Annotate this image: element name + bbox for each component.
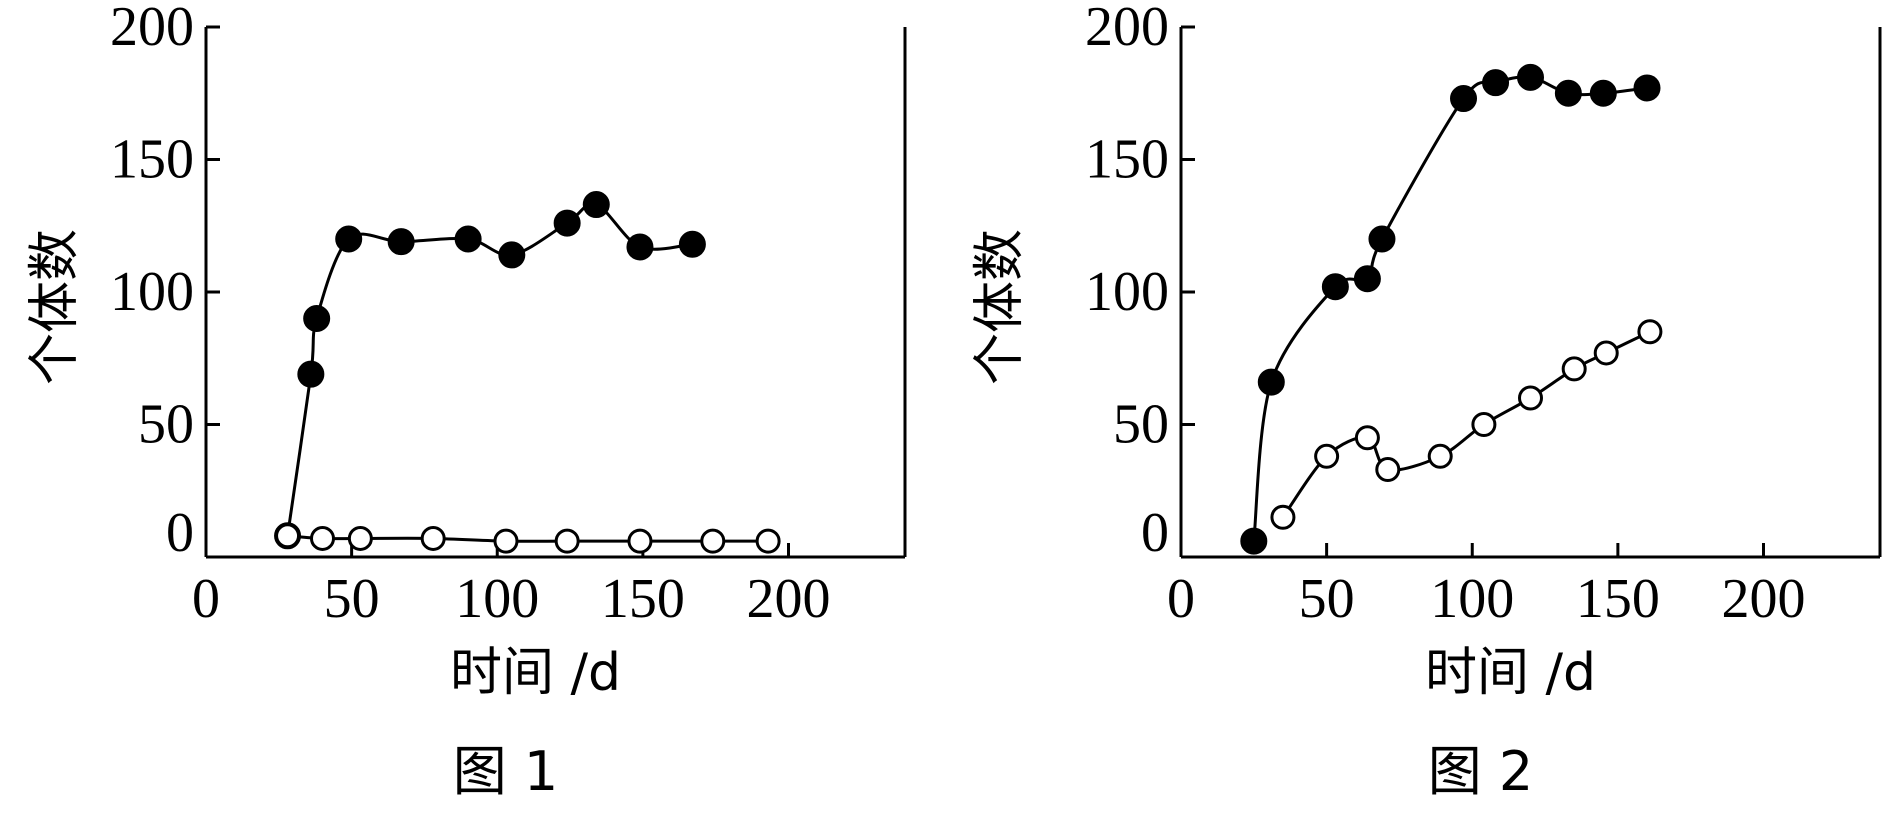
chart-1-series-1-point — [626, 233, 654, 261]
chart-1-series-2-point — [627, 528, 653, 554]
chart-1-x-axis-title: 时间 /d — [450, 643, 621, 703]
chart-1-x-tick-label: 200 — [747, 568, 831, 630]
chart-2-caption: 图 2 — [1428, 740, 1534, 803]
chart-1-series-1-point — [387, 228, 415, 256]
chart-2-series-1-point — [1450, 85, 1478, 113]
chart-2-x-tick-label: 100 — [1430, 568, 1514, 630]
chart-2-series-1-point — [1368, 225, 1396, 253]
chart-1-y-axis-title: 个体数 — [25, 229, 85, 385]
chart-1-series-1-point — [582, 191, 610, 219]
chart-1-series-1-point — [303, 305, 331, 332]
chart-2-y-tick-label: 100 — [1085, 261, 1169, 323]
chart-1-series-2-point — [420, 525, 446, 551]
chart-1-x-tick-label: 50 — [324, 568, 380, 630]
chart-1-y-tick-label: 50 — [138, 394, 194, 456]
chart-1-series-1-point — [335, 225, 363, 253]
chart-2-series-1-point — [1482, 69, 1510, 97]
chart-1-series-2-point — [554, 528, 580, 554]
chart-1-x-tick-label: 100 — [455, 568, 539, 630]
chart-2-series-2-point — [1561, 356, 1587, 382]
chart-2-series-2-point — [1314, 443, 1340, 469]
chart-1-series-2-point — [347, 525, 373, 551]
chart-2-series-2-point — [1637, 319, 1663, 345]
chart-2-x-tick-label: 0 — [1167, 568, 1195, 630]
chart-1-caption: 图 1 — [453, 740, 559, 803]
chart-1-series-1-point — [297, 360, 325, 388]
chart-2-y-tick-label: 50 — [1113, 394, 1169, 456]
chart-2-x-axis-title: 时间 /d — [1425, 643, 1596, 703]
chart-1-series-1-point — [553, 209, 581, 237]
chart-2-y-tick-label: 150 — [1085, 129, 1169, 191]
chart-2-y-tick-label: 0 — [1141, 502, 1169, 564]
chart-2-series-1-point — [1353, 265, 1381, 293]
chart-2-series-2-point — [1354, 425, 1380, 451]
chart-1-x-tick-label: 150 — [601, 568, 685, 630]
chart-2-series-2-point — [1270, 504, 1296, 530]
chart-1-series-2-point — [275, 523, 301, 549]
chart-1-y-tick-label: 0 — [166, 502, 194, 564]
chart-2-series-2-point — [1593, 340, 1619, 366]
chart-2-series-1-point — [1554, 79, 1582, 107]
chart-1-series-1-point — [678, 230, 706, 258]
chart-1-y-tick-label: 150 — [110, 129, 194, 191]
chart-2-series-1-point — [1240, 527, 1268, 555]
chart-2-series-2-line — [1281, 330, 1651, 519]
chart-1-y-tick-label: 200 — [110, 0, 194, 58]
chart-1-series-2-point — [700, 528, 726, 554]
chart-2-x-tick-label: 150 — [1576, 568, 1660, 630]
chart-2-series-1-point — [1633, 74, 1661, 102]
chart-2-x-tick-label: 50 — [1299, 568, 1355, 630]
chart-1-x-tick-label: 0 — [192, 568, 220, 630]
chart-1-series-1-point — [454, 225, 482, 253]
chart-2-series-1-point — [1517, 63, 1544, 91]
chart-2-series-2-point — [1518, 385, 1543, 411]
chart-2-x-tick-label: 200 — [1722, 568, 1806, 630]
chart-1-series-2-point — [310, 525, 335, 551]
chart-2-series-1-point — [1321, 273, 1349, 301]
chart-panel-1: 0 50 100 150 200 0 50 100 150 200 时间 /d 个体数图 1 — [25, 0, 907, 803]
chart-1-series-1-point — [498, 241, 526, 269]
chart-2-series-1-point — [1257, 368, 1285, 396]
chart-2-series-2-point — [1471, 412, 1497, 437]
chart-2-series-1-point — [1589, 79, 1617, 107]
chart-2-series-2-point — [1427, 443, 1453, 469]
chart-1-series-2-point — [493, 528, 519, 554]
chart-2-series-2-point — [1375, 457, 1401, 483]
chart-1-series-2-point — [755, 528, 781, 554]
chart-2-y-axis-title: 个体数 — [970, 229, 1030, 385]
chart-panel-2: 0 50 100 150 200 0 50 100 150 200 时间 /d 个体数图 2 — [945, 0, 1890, 814]
chart-2-y-tick-label: 200 — [1085, 0, 1169, 58]
chart-1-y-tick-label: 100 — [110, 261, 194, 323]
